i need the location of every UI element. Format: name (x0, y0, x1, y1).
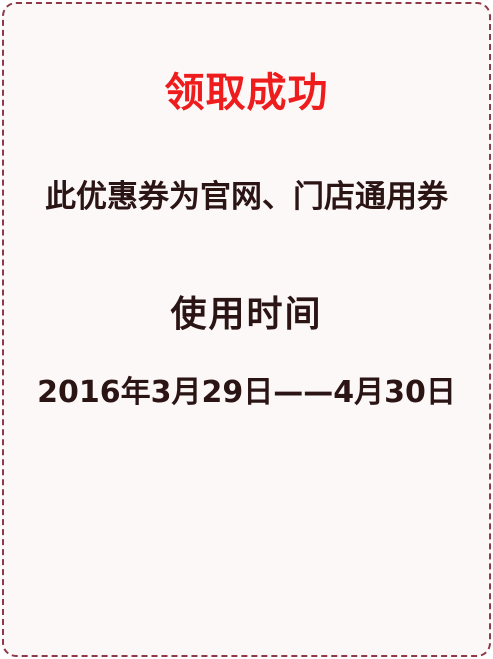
success-title: 领取成功 (164, 70, 329, 116)
coupon-description: 此优惠券为官网、门店通用券 (45, 179, 448, 215)
validity-heading: 使用时间 (170, 294, 323, 335)
validity-date-range: 2016年3月29日——4月30日 (37, 375, 456, 410)
